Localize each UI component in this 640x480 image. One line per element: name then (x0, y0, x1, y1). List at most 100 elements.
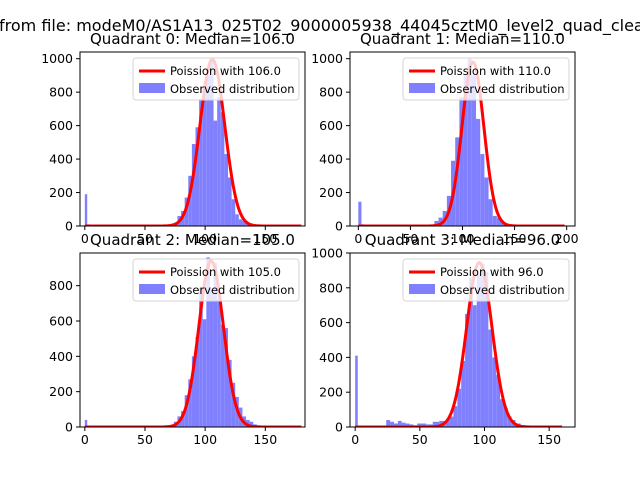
legend-label-observed: Observed distribution (170, 82, 295, 96)
histogram-bar (468, 277, 473, 427)
histogram-bar (188, 379, 192, 427)
axes-frame (349, 252, 576, 428)
poisson-curve (357, 60, 566, 226)
histogram-bar (480, 263, 485, 427)
histogram-bar (476, 118, 481, 226)
histogram-bar (191, 356, 196, 427)
subplot-title: Quadrant 2: Median=105.0 (90, 231, 295, 249)
x-tick-label: 50 (137, 432, 153, 447)
histogram-bar (434, 220, 439, 226)
histogram-bar (195, 127, 200, 226)
histogram-bar (465, 313, 469, 427)
x-tick-label: 150 (503, 231, 527, 246)
histogram-bar (401, 422, 406, 427)
histogram-bar (484, 272, 489, 427)
histogram-bar (84, 194, 88, 226)
y-tick-label: 0 (65, 420, 73, 435)
histogram-bar (503, 407, 508, 427)
histogram-bar (417, 423, 427, 427)
subplot-quadrant-0: 0 50 100 150 0 200 400 600 800 1000 Poission with … (41, 30, 306, 246)
x-tick-label: 100 (451, 231, 475, 246)
histogram-bar (227, 359, 232, 427)
histogram-bar (457, 388, 462, 427)
y-tick-label: 0 (65, 219, 73, 234)
histogram-bar (355, 355, 358, 427)
legend-label-observed: Observed distribution (440, 82, 565, 96)
histogram-bar (480, 154, 485, 226)
subplot-title: Quadrant 1: Median=110.0 (360, 30, 565, 48)
histogram-bar (202, 87, 207, 226)
x-tick-label: 0 (81, 432, 89, 447)
histogram-bar (217, 299, 221, 427)
y-tick-label: 400 (49, 152, 73, 167)
subplot-title: Quadrant 3: Median=96.0 (365, 231, 560, 249)
subplot-title: Quadrant 0: Median=106.0 (90, 30, 295, 48)
y-tick-label: 600 (319, 118, 343, 133)
legend-frame (132, 258, 300, 302)
histogram-bar (405, 423, 410, 427)
y-tick-label: 600 (49, 314, 73, 329)
histogram-bar (231, 382, 236, 427)
histogram-bar (471, 75, 477, 226)
histogram-bar (488, 329, 493, 427)
histogram-bar (438, 217, 443, 226)
histogram-bar (199, 287, 203, 427)
x-tick-label: 150 (537, 432, 561, 447)
histogram-bar (202, 319, 207, 427)
histogram-bar (455, 137, 460, 226)
histogram-bar (467, 58, 472, 226)
subplot-quadrant-1: 0 50 100 150 200 0 200 400 600 800 1000 Poission wi… (311, 30, 578, 246)
histogram-bar (432, 421, 440, 427)
y-tick-label: 600 (319, 315, 343, 330)
legend-frame (402, 258, 570, 302)
legend-frame (402, 57, 570, 101)
figure-title: Plots from file: modeM0/AS1A13_025T02_90… (0, 16, 640, 36)
legend-bar-swatch (409, 83, 435, 93)
histogram-bar (496, 217, 502, 226)
legend: Poission with 106.0 Observed distribution (132, 57, 300, 101)
y-tick-label: 0 (335, 420, 343, 435)
histogram-bar (191, 144, 196, 226)
histogram-bar (488, 199, 493, 226)
y-tick-label: 1000 (311, 246, 343, 261)
legend-label-observed: Observed distribution (440, 283, 565, 297)
histogram-bar (472, 305, 477, 427)
y-tick-label: 400 (49, 349, 73, 364)
histogram-bar (453, 406, 458, 427)
x-tick-label: 100 (193, 231, 217, 246)
legend-bar-swatch (139, 284, 165, 294)
y-tick-label: 400 (319, 350, 343, 365)
histogram-bar (496, 374, 500, 427)
histogram-bar (397, 420, 402, 427)
histogram-bar (184, 197, 189, 226)
y-tick-label: 0 (335, 219, 343, 234)
axes-frame (79, 51, 306, 227)
histogram-bar (209, 289, 214, 427)
histogram-bar (492, 215, 497, 226)
x-tick-label: 0 (81, 231, 89, 246)
legend: Poission with 105.0 Observed distribution (132, 258, 300, 302)
histogram-bar (224, 328, 228, 427)
y-tick-label: 800 (319, 280, 343, 295)
histogram-bar (206, 75, 210, 226)
histogram-bar (358, 201, 362, 226)
histogram-bar (507, 416, 512, 427)
y-tick-label: 600 (49, 118, 73, 133)
y-tick-label: 1000 (41, 51, 73, 66)
histogram-bar (492, 357, 497, 427)
histogram-bar (199, 98, 203, 226)
histogram-bar (213, 262, 218, 427)
histogram-bar (84, 419, 88, 427)
histogram-bar (231, 199, 236, 226)
x-tick-label: 150 (253, 231, 277, 246)
x-tick-label: 150 (253, 432, 277, 447)
y-tick-label: 200 (49, 384, 73, 399)
subplot-quadrant-2: 0 50 100 150 0 200 400 600 800 Poission with 105.… (49, 231, 306, 447)
legend: Poission with 110.0 Observed distribution (402, 57, 570, 101)
x-tick-label: 0 (354, 231, 362, 246)
histogram-bar (390, 421, 394, 427)
legend-frame (132, 57, 300, 101)
x-tick-label: 200 (555, 231, 579, 246)
